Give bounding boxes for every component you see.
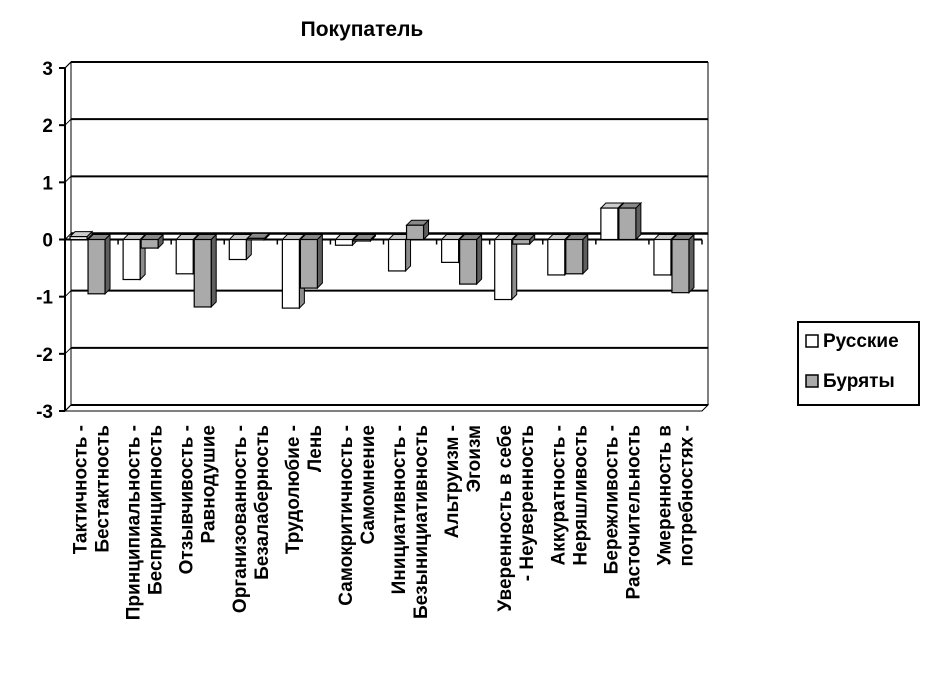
x-tick-label: Тактичность -	[71, 425, 92, 554]
bar	[175, 238, 194, 275]
x-tick-label: Беспринципность	[146, 425, 167, 595]
bar-side	[210, 233, 217, 309]
chart-title: Покупатель	[301, 18, 424, 41]
x-tick-label: Неряшливость	[570, 425, 591, 566]
bar	[352, 238, 372, 242]
x-tick-label: Расточительность	[623, 425, 644, 599]
bar-side	[582, 233, 589, 276]
y-tick-label: -2	[36, 345, 53, 366]
x-tick-label: Самомнение	[358, 425, 379, 545]
bar	[140, 238, 159, 249]
bar	[459, 238, 478, 285]
bar	[405, 224, 425, 241]
y-tick-label: 0	[42, 231, 53, 252]
bar	[228, 238, 247, 261]
bar	[281, 238, 300, 309]
bar	[653, 238, 672, 276]
x-tick-label: Отзывчивость -	[177, 425, 198, 574]
bar	[387, 238, 407, 272]
y-tick-label: -1	[36, 288, 53, 309]
y-tick-label: 1	[42, 173, 53, 194]
x-tick-label: Организованность -	[230, 425, 251, 613]
bar	[441, 238, 460, 263]
x-tick-label: Умеренность в	[654, 425, 675, 566]
bar	[69, 236, 88, 241]
bar	[87, 238, 106, 295]
bar	[565, 238, 584, 275]
bar	[334, 238, 354, 246]
bar	[547, 238, 566, 276]
x-tick-label: Самокритичность -	[336, 425, 357, 606]
x-tick-label: Безалаберность	[252, 425, 273, 580]
x-tick-label: Принципиальность -	[124, 425, 145, 620]
x-tick-label: Эгоизм	[464, 425, 485, 493]
bar	[193, 238, 212, 308]
x-tick-label: Равнодушие	[199, 425, 220, 543]
bar-side	[476, 233, 483, 286]
x-tick-label: потребностях -	[676, 425, 697, 567]
bar	[299, 238, 318, 289]
y-tick-label: 3	[42, 59, 53, 80]
x-tick-label: Аккуратность -	[548, 425, 569, 566]
gridline-connector	[64, 61, 72, 69]
bar-side	[688, 233, 695, 294]
legend-swatch	[805, 374, 819, 388]
x-tick-label: Уверенность в себе	[495, 425, 516, 612]
bar	[671, 238, 690, 294]
legend-label: Буряты	[823, 371, 895, 392]
legend: Русские Буряты	[797, 321, 920, 406]
bar-side	[316, 233, 323, 290]
bar-side	[104, 233, 111, 296]
bar	[618, 207, 637, 241]
x-tick-label: Альтруизм -	[442, 425, 463, 538]
bar-side	[635, 201, 642, 241]
x-tick-label: Лень	[305, 425, 326, 472]
x-tick-label: - Неуверенность	[517, 425, 538, 581]
legend-label: Русские	[823, 331, 899, 352]
bar	[122, 238, 141, 281]
plot-area: 3 2 1 0 -1 -2 -3 Тактичность - Бестактность Принц…	[36, 59, 710, 620]
legend-swatch	[805, 334, 819, 348]
x-tick-label: Бестактность	[93, 425, 114, 553]
bar	[600, 207, 619, 241]
x-tick-label: Трудолюбие -	[283, 425, 304, 554]
bar	[512, 238, 531, 245]
bar	[494, 238, 513, 301]
y-tick-label: 2	[42, 116, 53, 137]
x-tick-label: Безынициативность	[411, 425, 432, 619]
x-tick-label: Бережливость -	[601, 425, 622, 574]
bar	[246, 237, 265, 241]
y-tick-label: -3	[36, 402, 53, 423]
x-tick-label: Инициативность -	[389, 425, 410, 594]
